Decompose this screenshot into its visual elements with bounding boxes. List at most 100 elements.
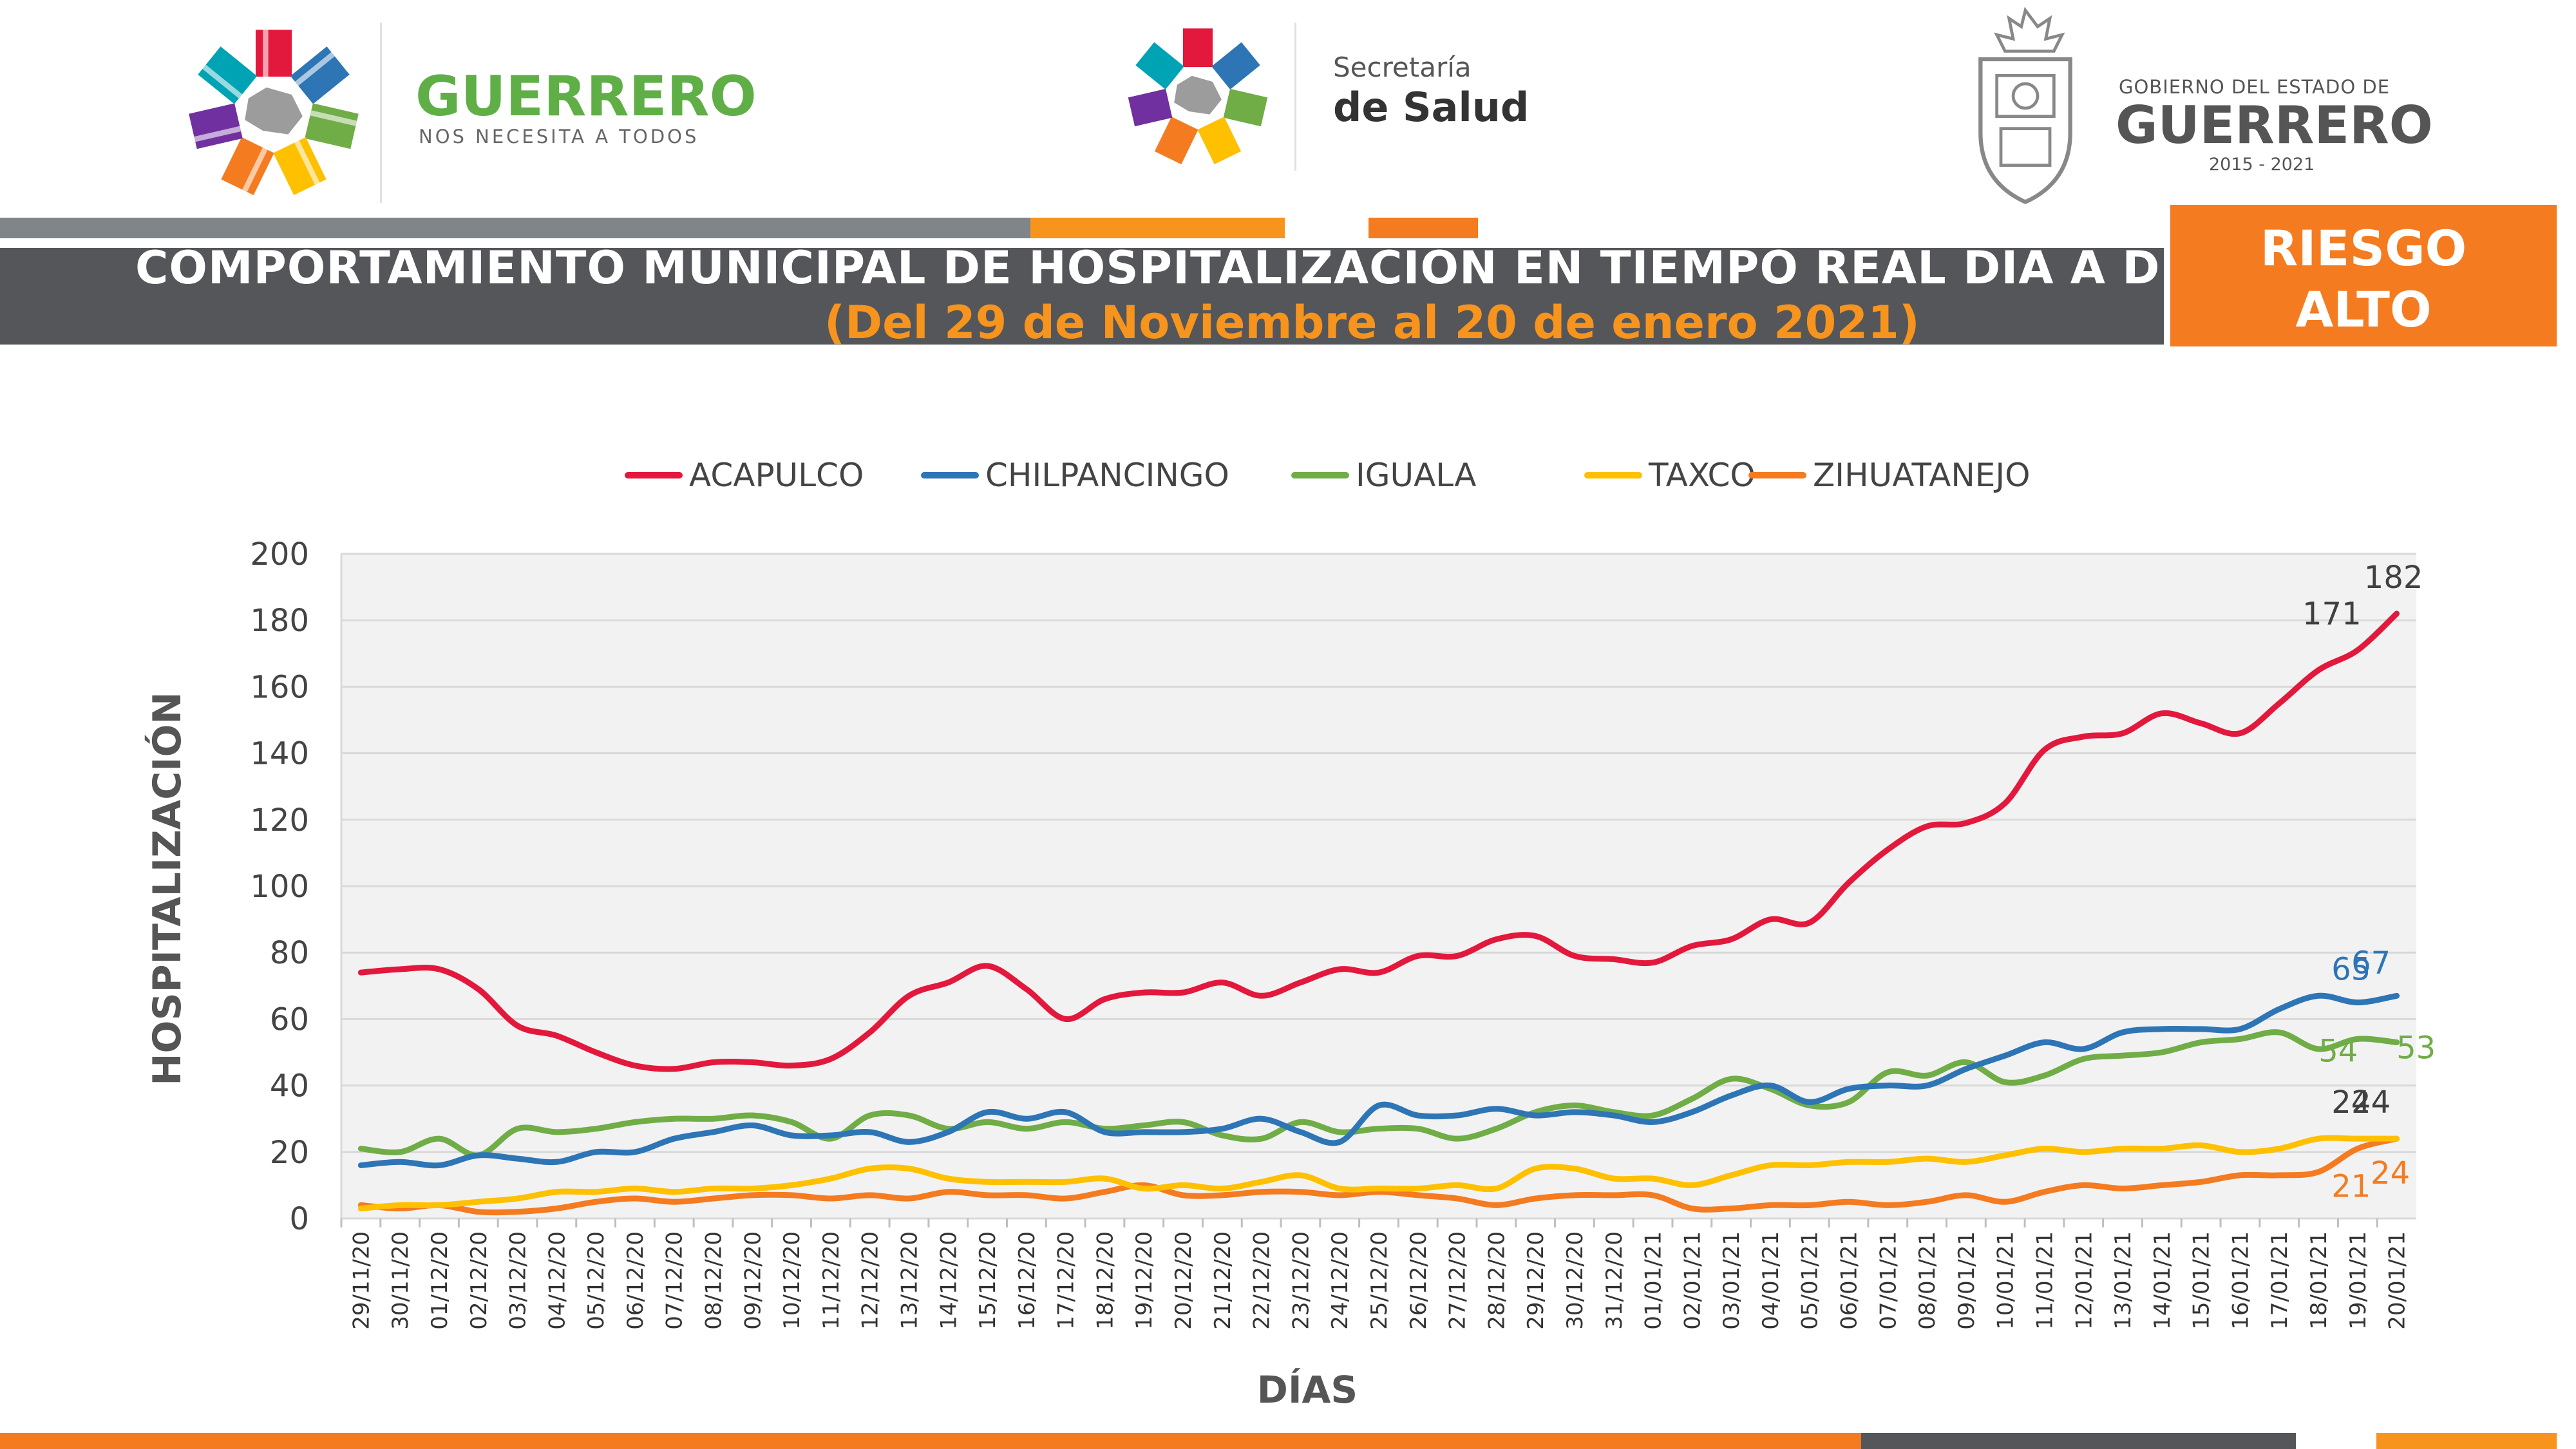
x-tick-label: 27/12/20	[1445, 1231, 1471, 1330]
x-tick-label: 01/12/20	[427, 1231, 453, 1330]
data-label-taxco: 24	[2351, 1084, 2391, 1121]
y-axis-ticks: 0 20 40 60 80 100 120 140 160 180 200	[250, 536, 309, 1237]
logo-right-line2: GUERRERO	[2116, 95, 2433, 155]
x-tick-label: 07/12/20	[662, 1231, 688, 1330]
risk-badge: RIESGO ALTO	[2170, 205, 2557, 346]
x-tick-label: 19/01/21	[2345, 1231, 2371, 1330]
banner-top-stripe-orange-small	[1368, 218, 1478, 238]
y-tick-label: 40	[270, 1068, 309, 1104]
x-tick-label: 09/12/20	[740, 1231, 766, 1330]
x-tick-label: 28/12/20	[1484, 1231, 1510, 1330]
y-tick-label: 60	[270, 1001, 309, 1037]
x-tick-label: 11/12/20	[819, 1231, 844, 1330]
x-tick-label: 20/12/20	[1171, 1231, 1197, 1330]
banner-top-stripe-orange	[1030, 218, 1285, 238]
x-tick-label: 18/12/20	[1092, 1231, 1118, 1330]
x-tick-label: 30/11/20	[388, 1231, 413, 1330]
logo-center-line1: Secretaría	[1333, 52, 1472, 83]
x-tick-label: 10/12/20	[779, 1231, 805, 1330]
logo-right-line3: 2015 - 2021	[2209, 155, 2315, 175]
data-label-chilpancingo: 65	[2331, 952, 2371, 988]
x-tick-label: 08/01/21	[1915, 1231, 1940, 1330]
x-tick-label: 04/01/21	[1758, 1231, 1784, 1330]
legend-label-taxco: TAXCO	[1648, 457, 1756, 494]
coat-of-arms-icon	[1978, 6, 2072, 205]
y-tick-label: 0	[289, 1201, 309, 1237]
chart-legend: ACAPULCO CHILPANCINGO IGUALA TAXCO ZIHUATANE…	[625, 457, 2030, 494]
legend-label-acapulco: ACAPULCO	[689, 457, 864, 494]
data-label-acapulco: 182	[2364, 560, 2423, 596]
x-axis-label: DÍAS	[1257, 1367, 1358, 1412]
x-tick-label: 02/12/20	[466, 1231, 492, 1330]
legend-label-zihuatanejo: ZIHUATANEJO	[1813, 457, 2030, 494]
salud-emblem-icon	[1128, 28, 1268, 165]
x-tick-label: 13/12/20	[896, 1231, 922, 1330]
x-tick-label: 31/12/20	[1602, 1231, 1627, 1330]
x-tick-label: 20/01/21	[2385, 1231, 2410, 1330]
chart-gridlines	[340, 553, 2416, 1220]
x-tick-label: 08/12/20	[701, 1231, 727, 1330]
x-tick-label: 06/01/21	[1837, 1231, 1862, 1330]
x-tick-label: 12/01/21	[2071, 1231, 2097, 1330]
x-tick-label: 01/01/21	[1641, 1231, 1667, 1330]
banner-subtitle: (Del 29 de Noviembre al 20 de enero 2021…	[824, 296, 1920, 349]
x-tick-label: 02/01/21	[1680, 1231, 1705, 1330]
x-tick-label: 17/12/20	[1054, 1231, 1079, 1330]
guerrero-logo: GUERRERO NOS NECESITA A TODOS	[184, 23, 757, 203]
logo-right-line1: GOBIERNO DEL ESTADO DE	[2119, 76, 2391, 98]
series-line-zihuatanejo	[357, 1135, 2400, 1216]
y-tick-label: 140	[250, 736, 309, 772]
series-line-chilpancingo	[357, 992, 2400, 1169]
guerrero-emblem-icon	[189, 30, 359, 196]
data-label-taxco: 24	[2331, 1084, 2371, 1121]
legend-label-iguala: IGUALA	[1356, 457, 1477, 494]
x-tick-label: 22/12/20	[1249, 1231, 1275, 1330]
x-tick-label: 23/12/20	[1288, 1231, 1314, 1330]
chart-series-lines	[357, 611, 2400, 1216]
x-tick-label: 03/12/20	[506, 1231, 531, 1330]
series-line-iguala	[357, 1029, 2400, 1159]
x-axis-ticks: 29/11/20 30/11/20 01/12/20 02/12/20 03/12/20…	[340, 1218, 2410, 1330]
x-tick-label: 15/01/21	[2189, 1231, 2215, 1330]
footer-stripe-orange-small	[2376, 1433, 2557, 1449]
x-tick-label: 19/12/20	[1132, 1231, 1157, 1330]
x-tick-label: 24/12/20	[1327, 1231, 1353, 1330]
x-tick-label: 14/12/20	[936, 1231, 961, 1330]
x-tick-label: 25/12/20	[1367, 1231, 1392, 1330]
y-tick-label: 20	[270, 1135, 309, 1171]
logo-center-line2: de Salud	[1333, 84, 1530, 131]
x-tick-label: 04/12/20	[544, 1231, 570, 1330]
hospitalization-line-chart: ACAPULCO CHILPANCINGO IGUALA TAXCO ZIHUATANE…	[144, 457, 2436, 1412]
logo-left-subtitle: NOS NECESITA A TODOS	[419, 126, 699, 147]
y-tick-label: 80	[270, 935, 309, 971]
x-tick-label: 13/01/21	[2110, 1231, 2136, 1330]
data-label-acapulco: 171	[2302, 596, 2362, 632]
logo-left-title: GUERRERO	[415, 64, 757, 129]
x-tick-label: 11/01/21	[2032, 1231, 2058, 1330]
x-tick-label: 12/12/20	[858, 1231, 884, 1330]
x-tick-label: 29/12/20	[1523, 1231, 1549, 1330]
secretaria-salud-logo: Secretaría de Salud	[1124, 23, 1536, 171]
series-line-taxco	[357, 1135, 2400, 1212]
gobierno-logo: GOBIERNO DEL ESTADO DE GUERRERO 2015 - 2…	[1964, 5, 2433, 211]
x-tick-label: 17/01/21	[2267, 1231, 2293, 1330]
data-label-zihuatanejo: 21	[2331, 1169, 2371, 1205]
series-line-acapulco	[357, 611, 2400, 1072]
x-tick-label: 10/01/21	[1993, 1231, 2019, 1330]
x-tick-label: 18/01/21	[2306, 1231, 2332, 1330]
x-tick-label: 03/01/21	[1719, 1231, 1745, 1330]
y-axis-label: HOSPITALIZACIÓN	[144, 692, 190, 1086]
banner-top-stripe-gray	[0, 218, 1030, 238]
data-label-iguala: 53	[2396, 1030, 2436, 1066]
risk-label-line2: ALTO	[2295, 281, 2432, 338]
x-tick-label: 05/01/21	[1797, 1231, 1823, 1330]
x-tick-label: 06/12/20	[623, 1231, 649, 1330]
data-label-iguala: 54	[2318, 1033, 2358, 1069]
legend-label-chilpancingo: CHILPANCINGO	[985, 457, 1229, 494]
x-tick-label: 30/12/20	[1562, 1231, 1588, 1330]
x-tick-label: 15/12/20	[975, 1231, 1001, 1330]
y-tick-label: 160	[250, 669, 309, 705]
x-tick-label: 16/01/21	[2228, 1231, 2253, 1330]
data-label-chilpancingo: 67	[2351, 945, 2391, 981]
